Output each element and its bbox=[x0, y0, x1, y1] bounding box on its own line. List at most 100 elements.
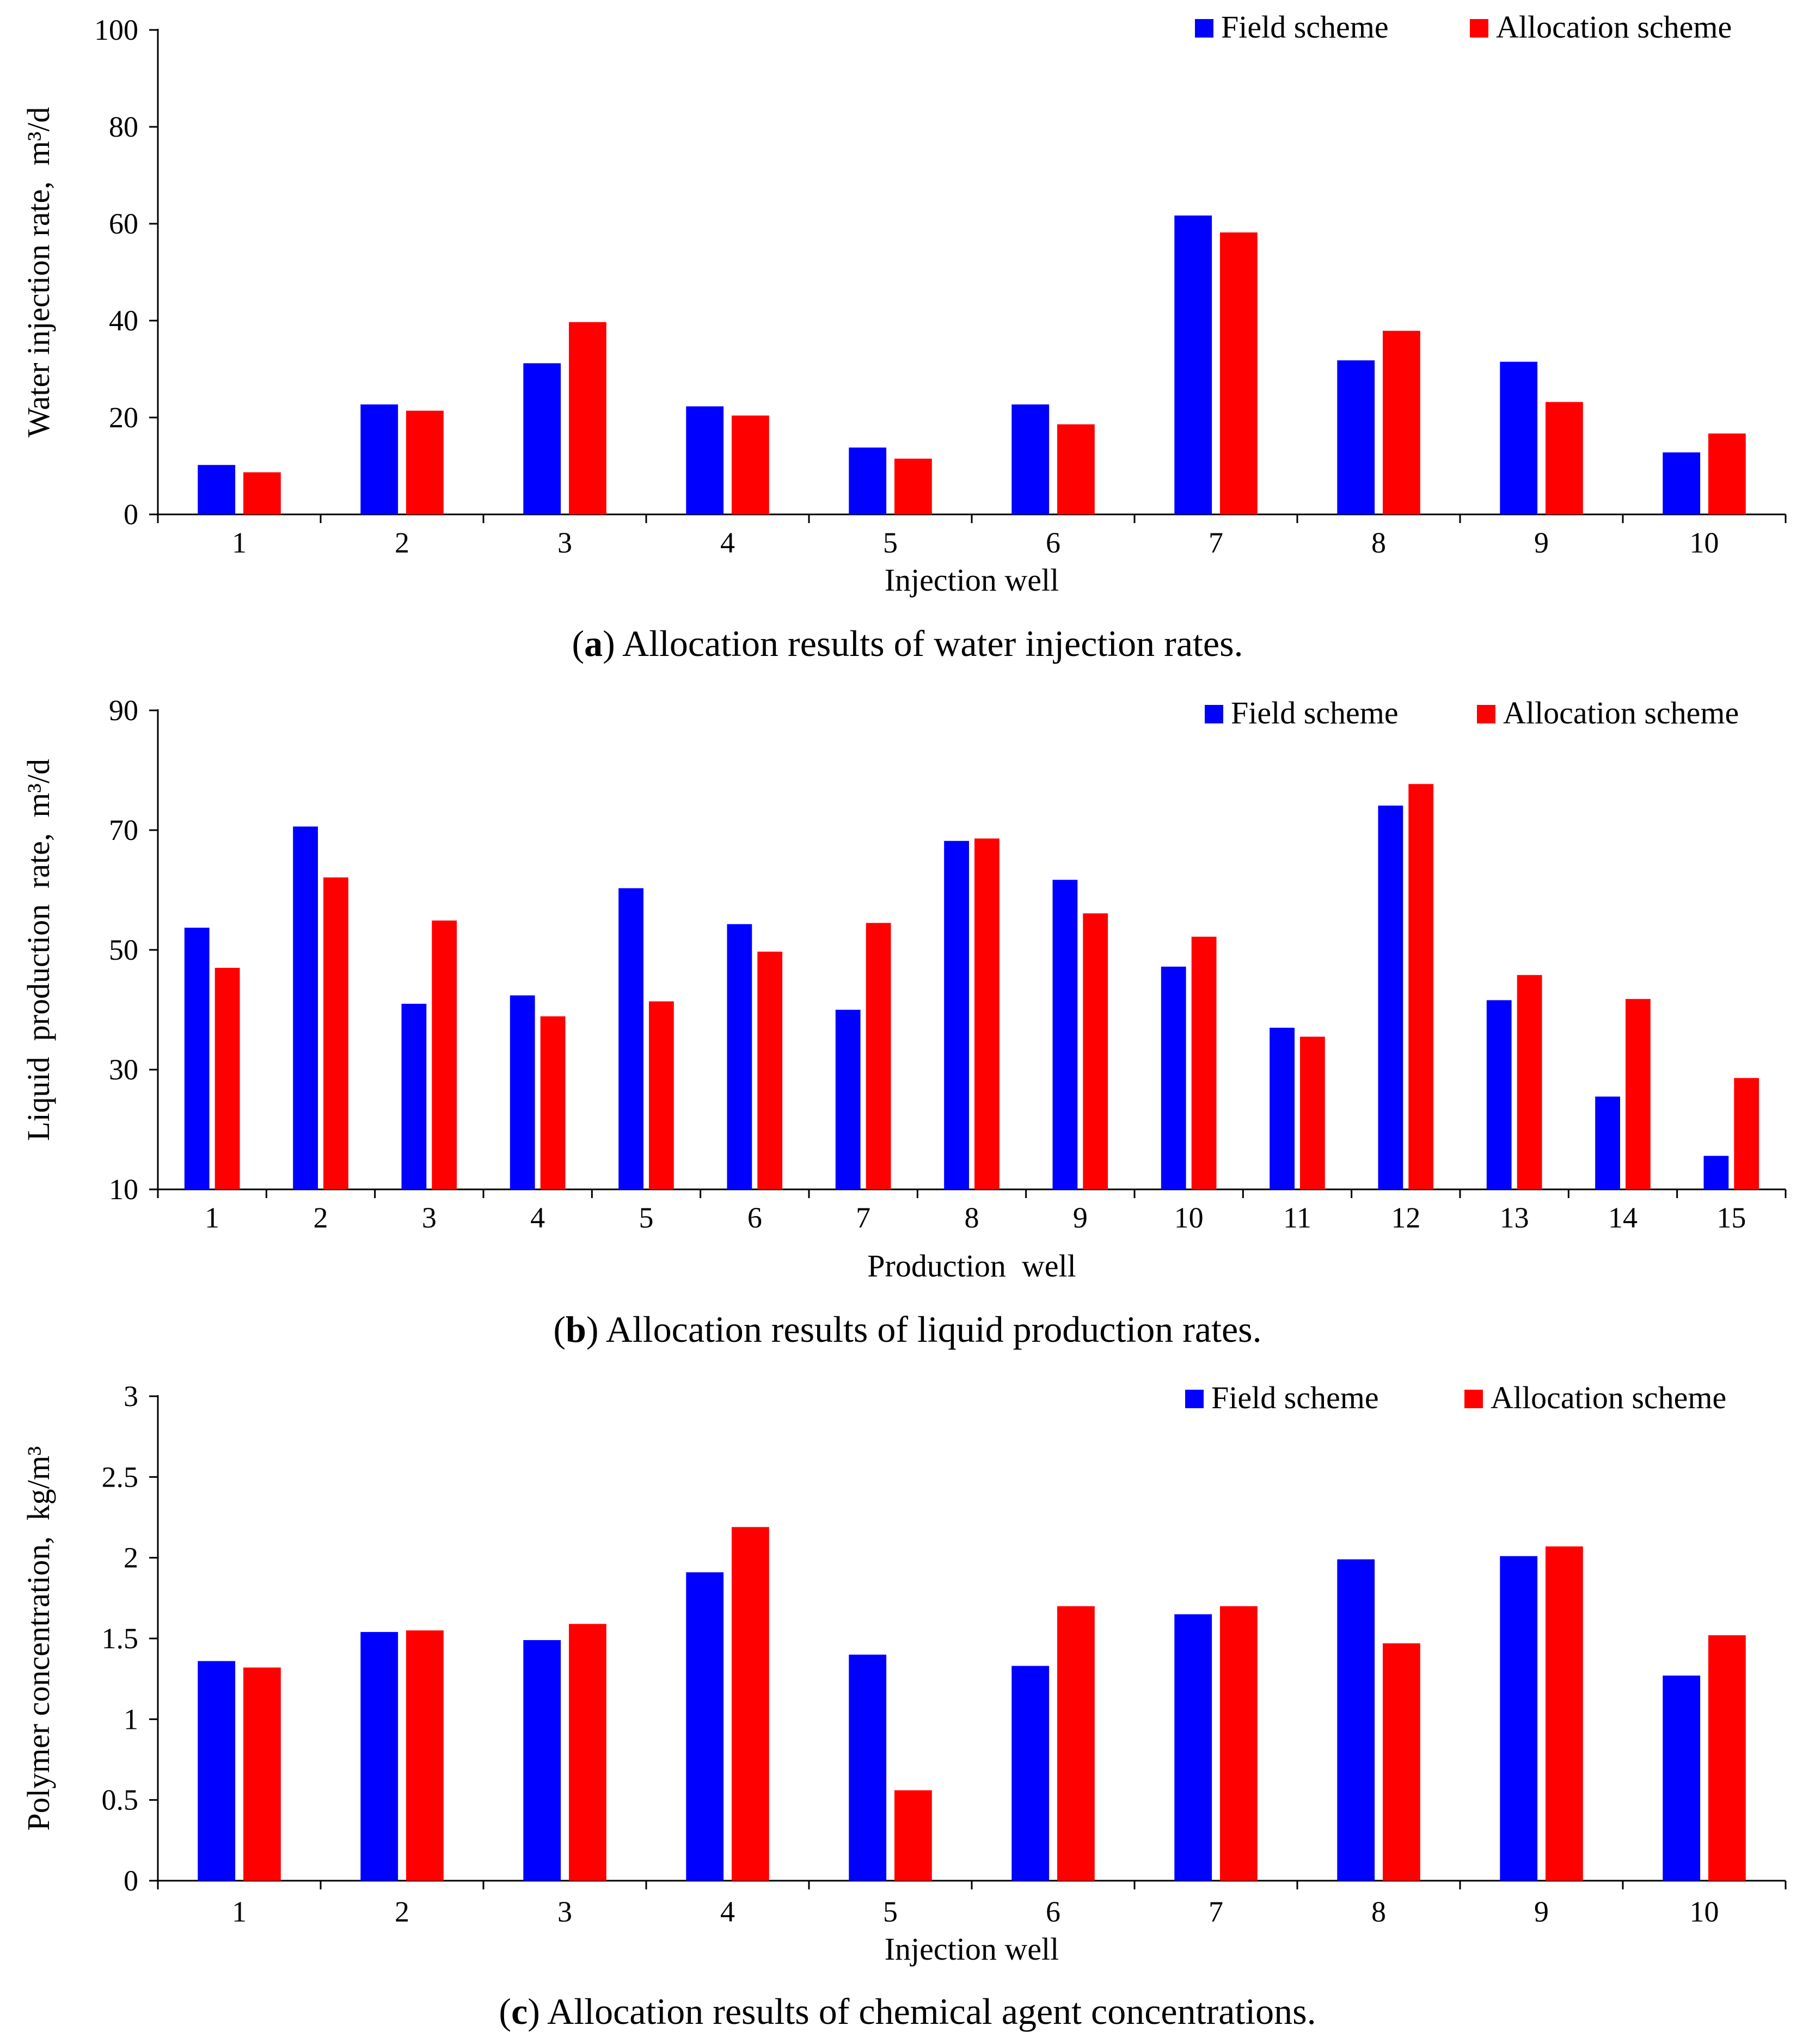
x-tick-label: 3 bbox=[557, 526, 572, 559]
x-tick-label: 1 bbox=[205, 1201, 219, 1234]
field-scheme-bar-1 bbox=[198, 1661, 236, 1881]
x-tick-label: 11 bbox=[1283, 1201, 1311, 1234]
allocation-scheme-bar-2 bbox=[406, 410, 444, 514]
y-tick-label: 30 bbox=[109, 1053, 138, 1086]
x-tick-label: 3 bbox=[422, 1201, 437, 1234]
field-scheme-bar-7 bbox=[1174, 215, 1212, 514]
field-scheme-bar-1 bbox=[198, 465, 236, 514]
x-tick-label: 10 bbox=[1690, 1895, 1719, 1928]
x-tick-label: 12 bbox=[1391, 1201, 1420, 1234]
field-scheme-bar-15 bbox=[1703, 1156, 1729, 1189]
legend-field-swatch bbox=[1205, 705, 1223, 723]
x-tick-label: 13 bbox=[1500, 1201, 1529, 1234]
field-scheme-bar-10 bbox=[1663, 1675, 1701, 1881]
x-tick-label: 9 bbox=[1534, 1895, 1549, 1928]
x-tick-label: 4 bbox=[720, 1895, 735, 1928]
field-scheme-bar-7 bbox=[835, 1010, 861, 1189]
field-scheme-bar-10 bbox=[1161, 966, 1186, 1189]
chart-caption: (a) Allocation results of water injectio… bbox=[572, 623, 1243, 664]
chart-c: 0 0.5 1 1.5 2 2.5 3 1 2 3 4 5 6 7 8 9 10 Injection well Po… bbox=[21, 1380, 1787, 2032]
y-tick-label: 1 bbox=[124, 1703, 138, 1735]
caption-letter: c bbox=[511, 1991, 528, 2032]
y-tick-label: 0 bbox=[124, 498, 138, 531]
x-tick-label: 10 bbox=[1690, 526, 1719, 559]
allocation-scheme-bar-10 bbox=[1191, 936, 1217, 1189]
chart-caption: (b) Allocation results of liquid product… bbox=[553, 1309, 1261, 1350]
field-scheme-bar-2 bbox=[293, 826, 318, 1189]
x-axis-title: Injection well bbox=[885, 1931, 1059, 1967]
y-tick-label: 20 bbox=[109, 401, 138, 434]
y-tick-label: 70 bbox=[109, 814, 138, 846]
y-tick-label: 2 bbox=[124, 1542, 138, 1574]
y-tick-label: 90 bbox=[109, 694, 138, 727]
legend: Field scheme Allocation scheme bbox=[1185, 1380, 1726, 1415]
x-tick-label: 14 bbox=[1608, 1201, 1638, 1234]
field-scheme-bar-3 bbox=[401, 1004, 427, 1189]
chart-caption: (c) Allocation results of chemical agent… bbox=[499, 1991, 1316, 2032]
field-scheme-bar-5 bbox=[618, 888, 643, 1189]
field-scheme-bar-9 bbox=[1500, 1556, 1538, 1881]
x-axis-title: Injection well bbox=[885, 562, 1059, 598]
legend-allocation-label: Allocation scheme bbox=[1503, 695, 1739, 731]
field-scheme-bar-10 bbox=[1663, 452, 1701, 514]
field-scheme-bar-8 bbox=[1337, 360, 1375, 514]
allocation-scheme-bar-12 bbox=[1408, 784, 1434, 1189]
x-tick-label: 15 bbox=[1716, 1201, 1746, 1234]
y-tick-label: 60 bbox=[109, 207, 138, 240]
allocation-scheme-bar-6 bbox=[1057, 1606, 1095, 1881]
allocation-scheme-bar-8 bbox=[1383, 1643, 1420, 1881]
field-scheme-bar-6 bbox=[1011, 1666, 1050, 1881]
x-tick-label: 2 bbox=[395, 526, 409, 559]
allocation-scheme-bar-1 bbox=[243, 1667, 281, 1881]
x-tick-label: 1 bbox=[232, 1895, 247, 1928]
x-tick-label: 5 bbox=[639, 1201, 654, 1234]
field-scheme-bar-7 bbox=[1174, 1614, 1212, 1881]
x-tick-label: 7 bbox=[856, 1201, 870, 1234]
y-axis-title: Water injection rate, m³/d bbox=[21, 107, 56, 438]
x-tick-label: 6 bbox=[747, 1201, 762, 1234]
field-scheme-bar-8 bbox=[944, 840, 969, 1189]
x-tick-label: 4 bbox=[530, 1201, 545, 1234]
allocation-scheme-bar-2 bbox=[406, 1630, 444, 1881]
legend-allocation-swatch bbox=[1477, 705, 1495, 723]
legend: Field scheme Allocation scheme bbox=[1195, 9, 1732, 45]
field-scheme-bar-4 bbox=[686, 406, 724, 514]
y-tick-label: 1.5 bbox=[102, 1622, 139, 1655]
allocation-scheme-bar-9 bbox=[1546, 1546, 1583, 1881]
field-scheme-bar-9 bbox=[1052, 880, 1078, 1189]
legend-allocation-swatch bbox=[1464, 1390, 1483, 1408]
y-tick-label: 50 bbox=[109, 934, 138, 966]
allocation-scheme-bar-11 bbox=[1300, 1036, 1325, 1189]
allocation-scheme-bar-7 bbox=[866, 923, 891, 1189]
x-tick-label: 6 bbox=[1046, 526, 1060, 559]
field-scheme-bar-2 bbox=[360, 404, 398, 514]
x-tick-label: 10 bbox=[1174, 1201, 1204, 1234]
x-tick-label: 7 bbox=[1209, 1895, 1223, 1928]
chart-a: 0 20 40 60 80 100 1 2 3 4 5 6 7 8 9 10 Injection well Wat… bbox=[21, 9, 1787, 664]
y-tick-label: 80 bbox=[109, 111, 138, 143]
y-axis-title: Liquid production rate, m³/d bbox=[21, 759, 56, 1141]
legend: Field scheme Allocation scheme bbox=[1205, 695, 1739, 731]
legend-field-swatch bbox=[1185, 1390, 1204, 1408]
field-scheme-bar-3 bbox=[523, 1640, 561, 1881]
legend-field-swatch bbox=[1195, 19, 1213, 38]
caption-text: Allocation results of liquid production … bbox=[599, 1309, 1262, 1350]
caption-text: Allocation results of chemical agent con… bbox=[540, 1991, 1316, 2032]
x-tick-label: 8 bbox=[965, 1201, 979, 1234]
x-tick-label: 2 bbox=[395, 1895, 409, 1928]
field-scheme-bar-6 bbox=[727, 924, 752, 1189]
allocation-scheme-bar-5 bbox=[894, 458, 932, 514]
field-scheme-bar-6 bbox=[1011, 404, 1050, 514]
allocation-scheme-bar-5 bbox=[894, 1790, 932, 1881]
field-scheme-bar-8 bbox=[1337, 1559, 1375, 1881]
caption-text: Allocation results of water injection ra… bbox=[615, 623, 1243, 664]
field-scheme-bar-12 bbox=[1378, 805, 1403, 1189]
field-scheme-bar-1 bbox=[184, 928, 210, 1189]
allocation-scheme-bar-1 bbox=[243, 472, 281, 514]
y-tick-label: 2.5 bbox=[102, 1460, 139, 1493]
x-tick-label: 4 bbox=[720, 526, 735, 559]
allocation-scheme-bar-6 bbox=[1057, 424, 1095, 514]
field-scheme-bar-11 bbox=[1270, 1028, 1295, 1189]
x-tick-label: 8 bbox=[1371, 526, 1386, 559]
